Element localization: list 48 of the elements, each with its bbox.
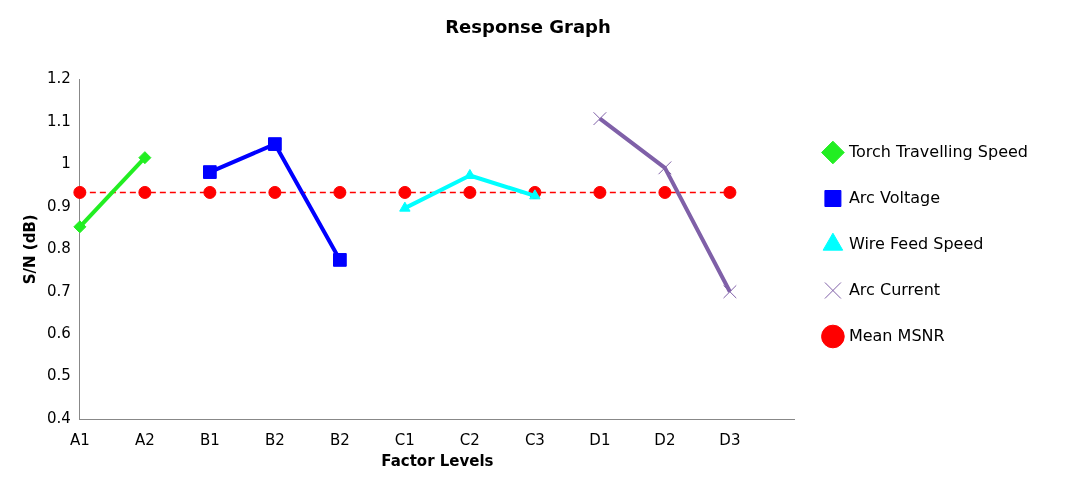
- point: [268, 137, 282, 151]
- y-tick-label: 0.5: [47, 366, 71, 385]
- point: [203, 185, 217, 199]
- point: [73, 185, 87, 199]
- y-axis-title: S/N (dB): [20, 214, 39, 285]
- legend-label: Mean MSNR: [848, 325, 945, 345]
- point: [333, 253, 347, 267]
- x-tick-label: A2: [134, 430, 155, 449]
- point: [203, 165, 217, 179]
- y-tick-label: 0.8: [47, 239, 71, 258]
- x-tick-label: D2: [654, 430, 676, 449]
- y-tick-label: 0.9: [47, 196, 71, 215]
- point: [398, 185, 412, 199]
- y-tick-label: 0.6: [47, 324, 71, 343]
- point: [723, 185, 737, 199]
- y-tick-label: 1: [61, 154, 71, 173]
- point: [529, 189, 541, 200]
- point: [463, 185, 477, 199]
- point: [138, 151, 152, 165]
- x-axis-title: Factor Levels: [381, 451, 494, 470]
- point: [658, 160, 672, 175]
- point: [138, 185, 152, 199]
- legend-label: Wire Feed Speed: [848, 233, 984, 253]
- x-tick-label: D1: [589, 430, 611, 449]
- y-tick-label: 0.7: [47, 281, 71, 300]
- x-tick-label: C2: [459, 430, 480, 449]
- legend-label: Arc Current: [848, 279, 941, 299]
- legend-label: Arc Voltage: [848, 187, 940, 207]
- point: [73, 220, 87, 234]
- y-tick-label: 0.4: [47, 408, 71, 427]
- y-tick-label: 1.1: [47, 111, 71, 130]
- x-tick-label: C3: [524, 430, 545, 449]
- point: [658, 185, 672, 199]
- x-tick-label: D3: [719, 430, 741, 449]
- legend-label: Torch Travelling Speed: [847, 141, 1029, 161]
- point: [268, 185, 282, 199]
- chart-title: Response Graph: [445, 16, 611, 38]
- x-tick-label: B2: [264, 430, 285, 449]
- x-tick-label: C1: [394, 430, 415, 449]
- x-tick-label: B2: [329, 430, 350, 449]
- point: [399, 201, 411, 212]
- x-tick-label: A1: [69, 430, 90, 449]
- y-tick-label: 1.2: [47, 69, 71, 88]
- point: [593, 185, 607, 199]
- point: [333, 185, 347, 199]
- x-tick-label: B1: [199, 430, 220, 449]
- point: [593, 111, 607, 126]
- point: [723, 284, 737, 299]
